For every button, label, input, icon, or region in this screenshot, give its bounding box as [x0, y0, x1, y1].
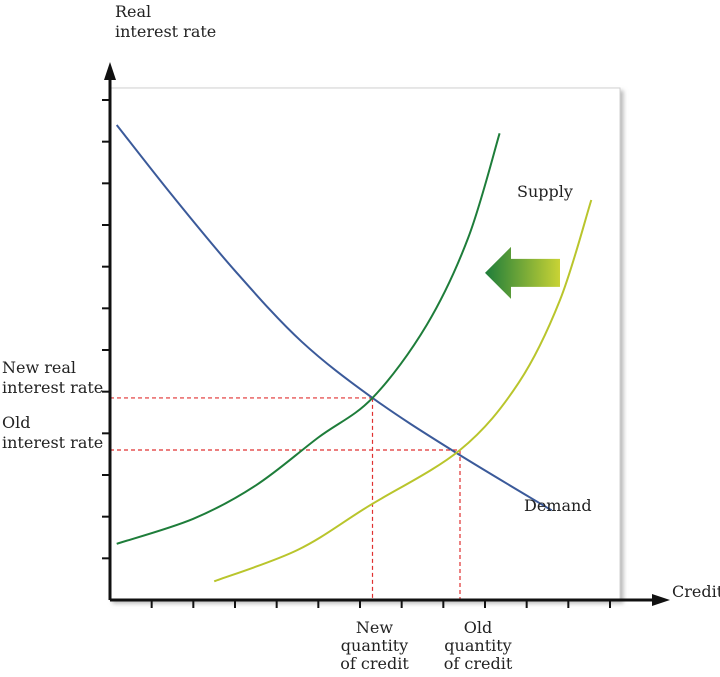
supply-label: Supply — [517, 182, 573, 201]
y-axis-arrowhead-icon — [104, 62, 116, 80]
new-rate-label: New real interest rate — [2, 358, 103, 397]
x-axis-arrowhead-icon — [652, 594, 670, 606]
supply-curve — [116, 133, 501, 545]
x-axis-label: Credit — [672, 582, 720, 601]
demand-curve — [115, 124, 553, 512]
y-axis-label: Real interest rate — [115, 2, 216, 41]
old-rate-label: Old interest rate — [2, 413, 103, 452]
old-quantity-label: Old quantity of credit — [444, 618, 513, 673]
plot-area — [109, 87, 621, 601]
new-quantity-label: New quantity of credit — [340, 618, 409, 673]
demand-label: Demand — [524, 496, 592, 515]
supply-shift-arrow-icon — [485, 246, 560, 299]
old-supply-curve — [213, 199, 593, 583]
